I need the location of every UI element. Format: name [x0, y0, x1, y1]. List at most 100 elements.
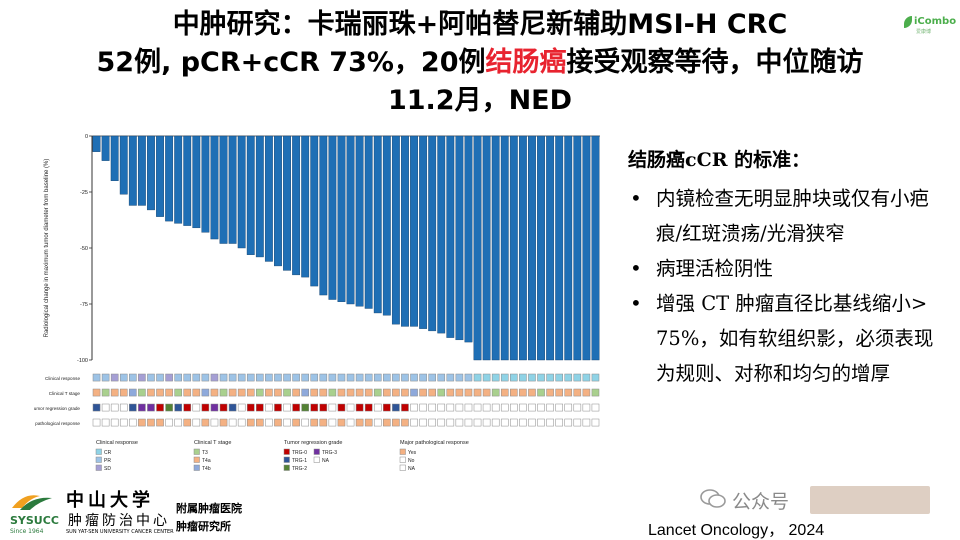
track-cell: [147, 388, 155, 397]
track-cell: [346, 388, 355, 397]
track-cell: [528, 388, 536, 397]
track-cell: [183, 418, 192, 427]
track-cell: [192, 388, 201, 397]
track-cell: [500, 388, 509, 397]
track-cell: [328, 388, 337, 397]
track-cell: [183, 403, 192, 412]
track-cell: [383, 403, 391, 412]
waterfall-bar: [264, 135, 273, 262]
waterfall-bar: [328, 135, 337, 300]
track-cell: [283, 403, 291, 412]
track-cell: [147, 403, 155, 412]
track-cell: [500, 418, 509, 427]
track-cell: [110, 403, 119, 412]
track-cell: [210, 388, 219, 397]
waterfall-bar: [110, 135, 119, 181]
track-cell: [201, 388, 210, 397]
track-cell: [337, 403, 346, 412]
y-tick-label: 0: [85, 134, 88, 140]
track-cell: [364, 388, 373, 397]
track-cell: [573, 403, 582, 412]
waterfall-bar: [382, 135, 391, 316]
track-label: Clinical T stage: [49, 391, 81, 396]
waterfall-bar: [482, 135, 491, 361]
track-cell: [147, 418, 155, 427]
legend-label: SD: [104, 466, 111, 472]
track-cell: [537, 418, 545, 427]
waterfall-bar: [165, 135, 174, 222]
track-cell: [446, 418, 455, 427]
track-cell: [491, 388, 500, 397]
legend-label: TRG-0: [292, 450, 307, 456]
track-cell: [237, 418, 246, 427]
waterfall-bar: [283, 135, 291, 271]
track-cell: [210, 403, 219, 412]
waterfall-bar: [464, 135, 473, 343]
track-cell: [491, 418, 500, 427]
legend-label: T4a: [202, 458, 211, 464]
track-cell: [455, 403, 464, 412]
track-cell: [265, 418, 273, 427]
waterfall-bar: [419, 135, 428, 329]
track-cell: [564, 388, 573, 397]
legend-swatch: [95, 464, 102, 471]
track-cell: [274, 418, 282, 427]
track-cell: [283, 373, 291, 382]
track-cell: [364, 418, 373, 427]
track-cell: [301, 403, 309, 412]
legend-swatch: [313, 448, 320, 455]
sysucc-since: Since 1964: [10, 528, 44, 535]
legend-swatch: [283, 448, 290, 455]
legend-swatch: [193, 464, 200, 471]
track-cell: [519, 418, 527, 427]
track-cell: [129, 373, 137, 382]
legend-group-title: Clinical response: [96, 440, 138, 446]
y-tick-label: -50: [80, 246, 88, 252]
track-cell: [473, 418, 482, 427]
track-cell: [228, 403, 237, 412]
track-cell: [419, 403, 427, 412]
waterfall-bar: [237, 135, 246, 249]
waterfall-bar: [210, 135, 219, 240]
track-cell: [564, 418, 573, 427]
track-cell: [410, 373, 418, 382]
track-cell: [401, 403, 409, 412]
waterfall-bar: [101, 135, 110, 161]
legend-label: NA: [322, 458, 330, 464]
track-cell: [582, 373, 591, 382]
legend-label: TRG-2: [292, 466, 307, 472]
track-cell: [237, 403, 246, 412]
track-cell: [437, 418, 446, 427]
track-cell: [383, 388, 391, 397]
track-cell: [228, 388, 237, 397]
icombo-logo-sub: 爱康博: [916, 29, 932, 35]
waterfall-bar: [591, 135, 600, 361]
track-cell: [165, 418, 173, 427]
track-cell: [256, 418, 264, 427]
track-cell: [246, 388, 255, 397]
waterfall-bar: [274, 135, 282, 267]
track-label: Tumor regression grade: [34, 406, 80, 411]
track-cell: [319, 388, 328, 397]
track-cell: [555, 373, 563, 382]
track-label: Major pathological response: [34, 421, 80, 426]
track-cell: [328, 373, 337, 382]
track-cell: [192, 373, 201, 382]
track-cell: [92, 418, 101, 427]
waterfall-bar: [246, 135, 255, 255]
track-cell: [383, 373, 391, 382]
track-cell: [464, 373, 473, 382]
legend-swatch: [283, 456, 290, 463]
track-cell: [319, 373, 328, 382]
track-cell: [301, 388, 309, 397]
track-cell: [319, 403, 328, 412]
university-name: 中山大学: [66, 490, 154, 511]
track-cell: [219, 418, 228, 427]
legend-label: T3: [202, 450, 208, 456]
track-cell: [428, 373, 436, 382]
track-cell: [401, 388, 409, 397]
track-cell: [119, 403, 128, 412]
track-cell: [410, 403, 418, 412]
track-cell: [337, 418, 346, 427]
citation: Lancet Oncology， 2024: [648, 522, 825, 539]
